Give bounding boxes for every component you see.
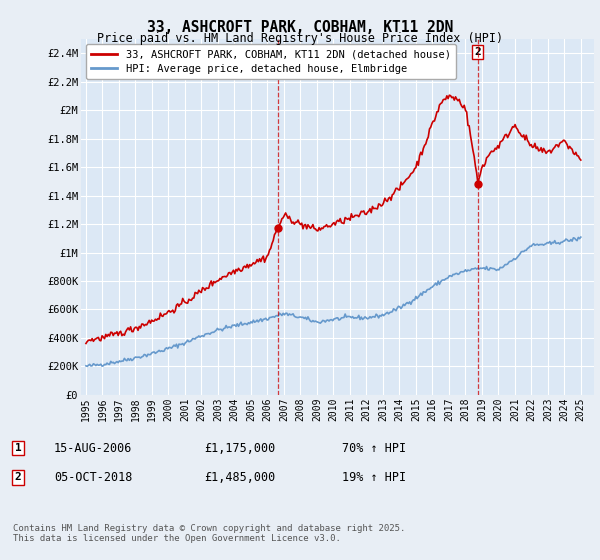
Text: 1: 1 — [14, 443, 22, 453]
Text: 70% ↑ HPI: 70% ↑ HPI — [342, 441, 406, 455]
Text: 33, ASHCROFT PARK, COBHAM, KT11 2DN: 33, ASHCROFT PARK, COBHAM, KT11 2DN — [147, 20, 453, 35]
Text: 19% ↑ HPI: 19% ↑ HPI — [342, 470, 406, 484]
Legend: 33, ASHCROFT PARK, COBHAM, KT11 2DN (detached house), HPI: Average price, detach: 33, ASHCROFT PARK, COBHAM, KT11 2DN (det… — [86, 44, 456, 79]
Text: 05-OCT-2018: 05-OCT-2018 — [54, 470, 133, 484]
Text: Price paid vs. HM Land Registry's House Price Index (HPI): Price paid vs. HM Land Registry's House … — [97, 32, 503, 45]
Text: 1: 1 — [274, 47, 281, 57]
Text: 15-AUG-2006: 15-AUG-2006 — [54, 441, 133, 455]
Text: 2: 2 — [475, 47, 481, 57]
Text: £1,175,000: £1,175,000 — [204, 441, 275, 455]
Text: 2: 2 — [14, 472, 22, 482]
Text: £1,485,000: £1,485,000 — [204, 470, 275, 484]
Text: Contains HM Land Registry data © Crown copyright and database right 2025.
This d: Contains HM Land Registry data © Crown c… — [13, 524, 406, 543]
